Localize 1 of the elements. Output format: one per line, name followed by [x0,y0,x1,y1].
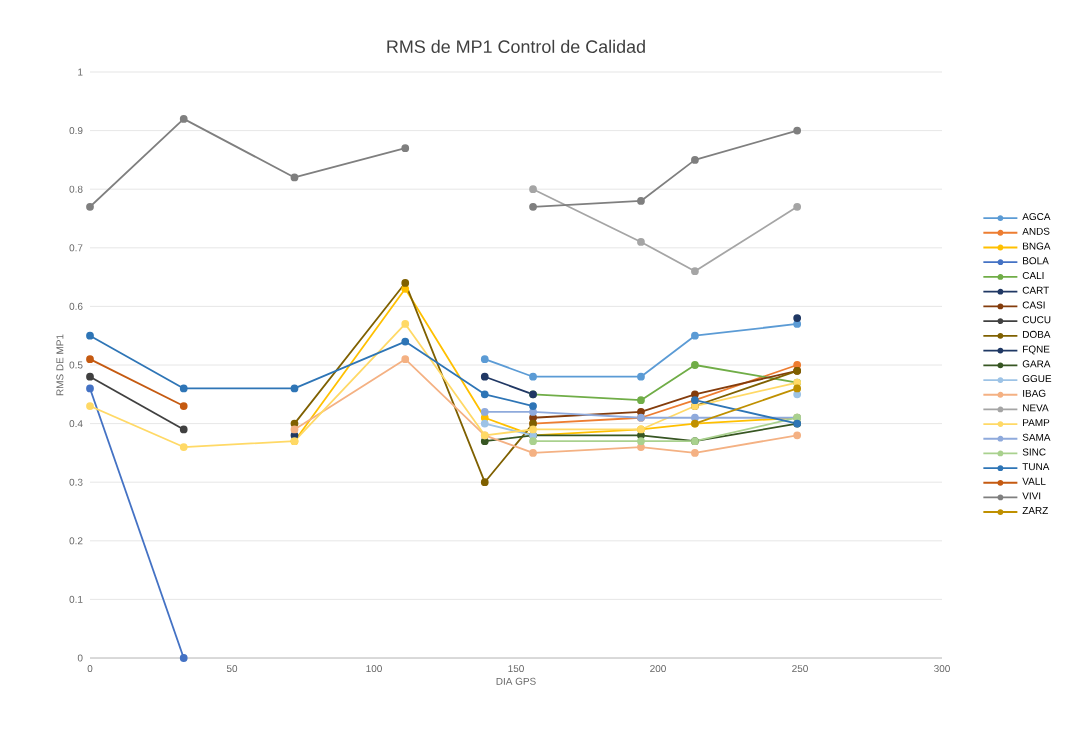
chart-title: RMS de MP1 Control de Calidad [387,39,645,54]
